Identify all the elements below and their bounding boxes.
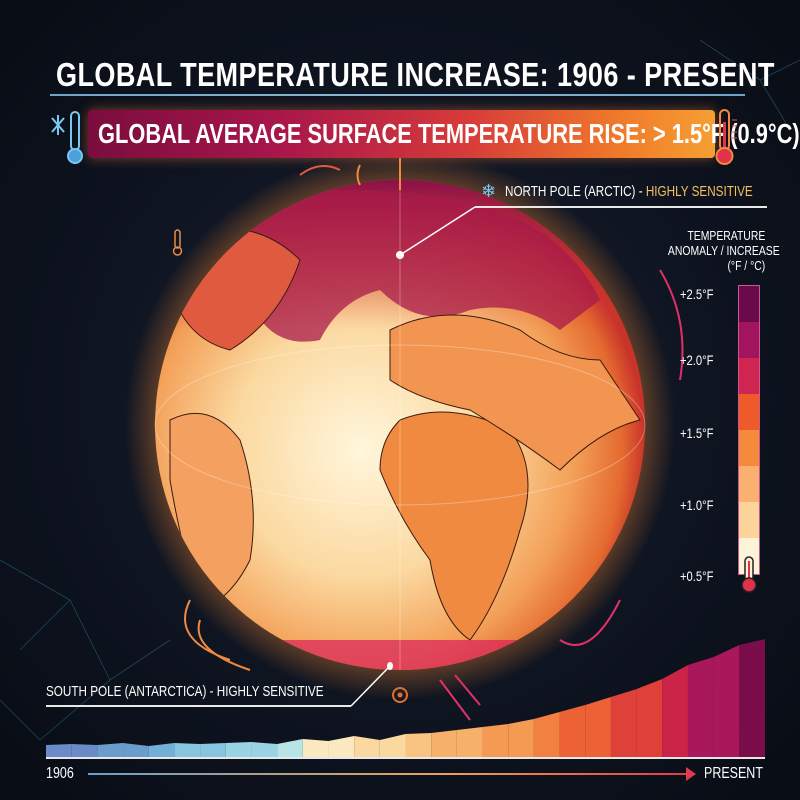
snowflake-icon: ❄ [481,181,497,201]
timeline-start-label: 1906 [46,765,74,782]
timeline-segment [482,724,509,757]
timeline-chart [46,639,765,759]
legend-color-segment [739,322,759,358]
thermometer-icon [172,229,183,256]
thermometer-hot-icon [715,109,737,165]
timeline-segment [328,736,355,757]
timeline-segment [97,743,124,757]
south-pole-pointer [350,665,391,707]
legend-tick: +2.0°F [680,352,714,368]
heat-flow-arrows [184,164,684,721]
timeline-segment [148,743,175,757]
network-lines [0,39,800,741]
timeline-arrow [88,773,688,775]
legend-color-segment [739,466,759,502]
timeline-segment [225,742,252,757]
legend-color-segment [739,358,759,394]
timeline-segment [200,743,226,757]
timeline-segment [687,657,714,757]
timeline-segment [431,730,457,757]
temperature-rise-banner [88,110,715,158]
timeline-segment [533,712,560,757]
legend-color-segment [739,286,759,322]
snowflake-thermometer-cold-icon [51,111,83,164]
timeline-segment [739,639,765,757]
timeline-segment [585,697,611,757]
timeline-segment [508,719,534,757]
legend-color-segment [739,538,759,574]
eurasia [389,314,641,471]
legend-tick: +1.5°F [680,425,714,441]
timeline-segment [277,739,303,757]
timeline-end-label: PRESENT [704,765,763,782]
timeline-segment [559,705,586,757]
south-pole-label: SOUTH POLE (ANTARCTICA) - HIGHLY SENSITI… [46,683,324,700]
timeline-segment [610,689,637,757]
sun-gear-icon [392,687,408,703]
legend-title: TEMPERATURE ANOMALY / INCREASE (°F / °C) [667,228,780,273]
timeline-segment [302,739,329,757]
title-divider [50,94,745,96]
banner-text: GLOBAL AVERAGE SURFACE TEMPERATURE RISE:… [98,118,800,149]
legend-color-segment [739,502,759,538]
timeline-segment [379,734,406,757]
timeline-segment [456,727,483,757]
timeline-arrowhead [686,767,696,781]
legend-tick: +0.5°F [680,568,714,584]
timeline-segment [354,736,380,757]
timeline-segment [174,743,201,757]
timeline-segment [713,645,740,757]
timeline-segment [405,733,432,757]
north-pole-label: ❄ NORTH POLE (ARCTIC) - HIGHLY SENSITIVE [481,181,753,201]
timeline-segment [71,744,98,757]
legend-tick: +2.5°F [680,286,714,302]
timeline-segment [662,665,688,757]
timeline-segment [46,744,72,757]
color-scale-bar [738,285,760,575]
legend-color-segment [739,430,759,466]
north-pole-pointer [399,206,476,256]
legend-color-segment [739,394,759,430]
legend-tick: +1.0°F [680,497,714,513]
timeline-segment [123,743,149,757]
page-title: GLOBAL TEMPERATURE INCREASE: 1906 - PRES… [56,56,775,93]
timeline-segment [636,679,663,757]
legend-thermometer-icon [741,556,757,593]
north-pole-rule [475,206,767,208]
timeline-segment [251,742,278,757]
south-pole-rule [46,705,351,707]
arctic-hotspot [242,190,600,342]
